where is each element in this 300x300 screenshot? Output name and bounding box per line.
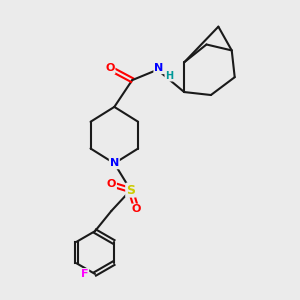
Text: O: O xyxy=(132,204,141,214)
Text: N: N xyxy=(110,158,119,168)
Text: N: N xyxy=(154,63,164,73)
Text: F: F xyxy=(81,269,88,279)
Text: S: S xyxy=(126,184,135,196)
Text: O: O xyxy=(107,179,116,189)
Text: O: O xyxy=(105,63,115,73)
Text: H: H xyxy=(165,71,173,81)
